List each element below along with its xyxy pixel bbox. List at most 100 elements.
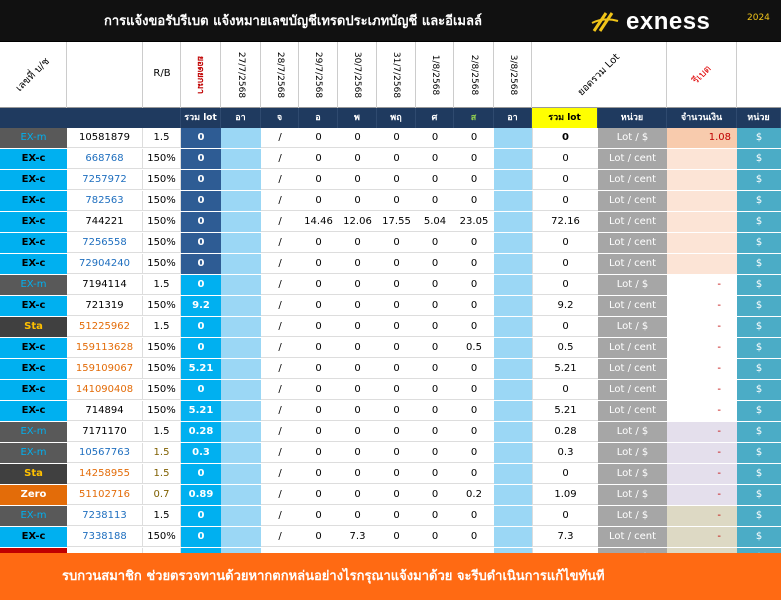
unit-label: Lot / $ [598, 422, 667, 442]
brand-logo: exness [590, 8, 710, 36]
unit-label: Lot / cent [598, 296, 667, 316]
day-lot-d5: 0 [393, 174, 400, 185]
rebate-rate: 1.5 [143, 464, 181, 484]
currency-unit: $ [737, 170, 781, 190]
carry-forward-lot: 9.2 [181, 296, 221, 316]
currency-unit: $ [737, 254, 781, 274]
account-number: 7171170 [67, 422, 143, 442]
day-lot-d2: / [278, 153, 282, 164]
day-cell-sunday [221, 401, 261, 421]
day-lot-d6: 0 [431, 489, 439, 500]
subheader-amount: จำนวนเงิน [667, 108, 737, 128]
rebate-amount: - [667, 359, 737, 379]
account-number: 721319 [67, 296, 143, 316]
currency-unit: $ [737, 338, 781, 358]
column-header: เลขที่ บ/ช R/B ยอดยกมา 27/7/2568 28/7/25… [0, 42, 781, 108]
day-lot-d2: / [278, 342, 282, 353]
day-lot-d3: 0 [315, 237, 322, 248]
day-lot-d5: 0 [393, 132, 400, 143]
subheader-day-2: จ [261, 108, 299, 128]
day-lot-d4: 0 [354, 489, 361, 500]
carry-forward-lot: 0 [181, 275, 221, 295]
day-lot-d4: 0 [354, 363, 361, 374]
rebate-amount: - [667, 380, 737, 400]
subheader-day-5: พฤ [377, 108, 416, 128]
day-lot-d7: 0 [470, 153, 478, 164]
total-lot: 0 [532, 128, 598, 148]
rebate-amount: - [667, 296, 737, 316]
day-lot-d4: 7.3 [349, 531, 366, 542]
subheader-blank [0, 108, 181, 128]
currency-unit: $ [737, 485, 781, 505]
day-cell-sunday [494, 380, 532, 400]
day-lot-d3: 0 [315, 510, 322, 521]
account-number: 159113628 [67, 338, 143, 358]
day-lot-d3: 0 [315, 153, 322, 164]
day-lot-d7: 0 [470, 174, 478, 185]
day-lot-d6: 0 [431, 405, 439, 416]
table-row: Zero 51102716 0.7 0.89 / 0 0 0 0 0.2 1.09 Lot / $ - $ [0, 485, 781, 505]
day-cell-sunday [221, 485, 261, 505]
currency-unit: $ [737, 128, 781, 148]
account-type-badge: EX-c [0, 212, 67, 232]
table-row: EX-c 7257972 150% 0/0 0 0 0 0 0 Lot / cent $ [0, 170, 781, 190]
rebate-rate: 1.5 [143, 443, 181, 463]
carry-forward-lot: 5.21 [181, 401, 221, 421]
currency-unit: $ [737, 401, 781, 421]
rebate-amount: - [667, 485, 737, 505]
day-lot-d2: / [278, 447, 282, 458]
day-lot-d2: / [278, 321, 282, 332]
day-lot-d4: 0 [354, 153, 361, 164]
total-lot: 0 [532, 170, 598, 190]
account-number: 714894 [67, 401, 143, 421]
subheader-day-8: อา [494, 108, 532, 128]
account-number: 10567763 [67, 443, 143, 463]
unit-label: Lot / $ [598, 317, 667, 337]
day-cell-sunday [221, 170, 261, 190]
table-row: EX-c 7338188 150% 0/0 7.3 0 0 0 7.3 Lot / cent - $ [0, 527, 781, 547]
unit-label: Lot / $ [598, 485, 667, 505]
carry-forward-lot: 0 [181, 380, 221, 400]
day-cell-sunday [494, 338, 532, 358]
day-lot-d2: / [278, 258, 282, 269]
account-type-badge: Sta [0, 464, 67, 484]
carry-forward-lot: 0 [181, 233, 221, 253]
day-lot-d4: 0 [354, 279, 361, 290]
carry-forward-lot: 0 [181, 338, 221, 358]
day-lot-d4: 0 [354, 174, 361, 185]
day-cell-sunday [494, 527, 532, 547]
total-lot: 0.5 [532, 338, 598, 358]
day-lot-d7: 0 [470, 468, 478, 479]
total-lot: 7.3 [532, 527, 598, 547]
account-type-badge: EX-c [0, 233, 67, 253]
day-lot-d3: 0 [315, 342, 322, 353]
day-lot-d4: 0 [354, 405, 361, 416]
rebate-rate: 150% [143, 212, 181, 232]
day-lot-d2: / [278, 132, 282, 143]
unit-label: Lot / cent [598, 233, 667, 253]
account-number: 744221 [67, 212, 143, 232]
day-cell-sunday [494, 275, 532, 295]
account-number: 668768 [67, 149, 143, 169]
day-lot-d4: 0 [354, 300, 361, 311]
account-number: 51225962 [67, 317, 143, 337]
day-cell-sunday [221, 191, 261, 211]
table-row: Sta 14258955 1.5 0/0 0 0 0 0 0 Lot / $ - $ [0, 464, 781, 484]
account-type-badge: Zero [0, 485, 67, 505]
day-lot-d5: 0 [393, 447, 400, 458]
day-cell-sunday [221, 443, 261, 463]
day-lot-d5: 0 [393, 384, 400, 395]
day-cell-sunday [494, 149, 532, 169]
day-lot-d3: 0 [315, 489, 322, 500]
title-bar: การแจ้งขอรับรีเบต แจ้งหมายเลขบัญชีเทรดปร… [0, 0, 781, 42]
rebate-rate: 150% [143, 149, 181, 169]
carry-forward-lot: 5.21 [181, 359, 221, 379]
table-row: EX-c 159113628 150% 0/0 0 0 0 0.5 0.5 Lot / cent -… [0, 338, 781, 358]
header-date-8: 3/8/2568 [494, 42, 532, 108]
day-cell-sunday [221, 296, 261, 316]
day-lot-d7: 0 [470, 363, 478, 374]
day-lot-d6: 0 [431, 258, 439, 269]
header-date-5: 31/7/2568 [377, 42, 416, 108]
rebate-rate: 150% [143, 170, 181, 190]
day-lot-d6: 0 [431, 279, 439, 290]
